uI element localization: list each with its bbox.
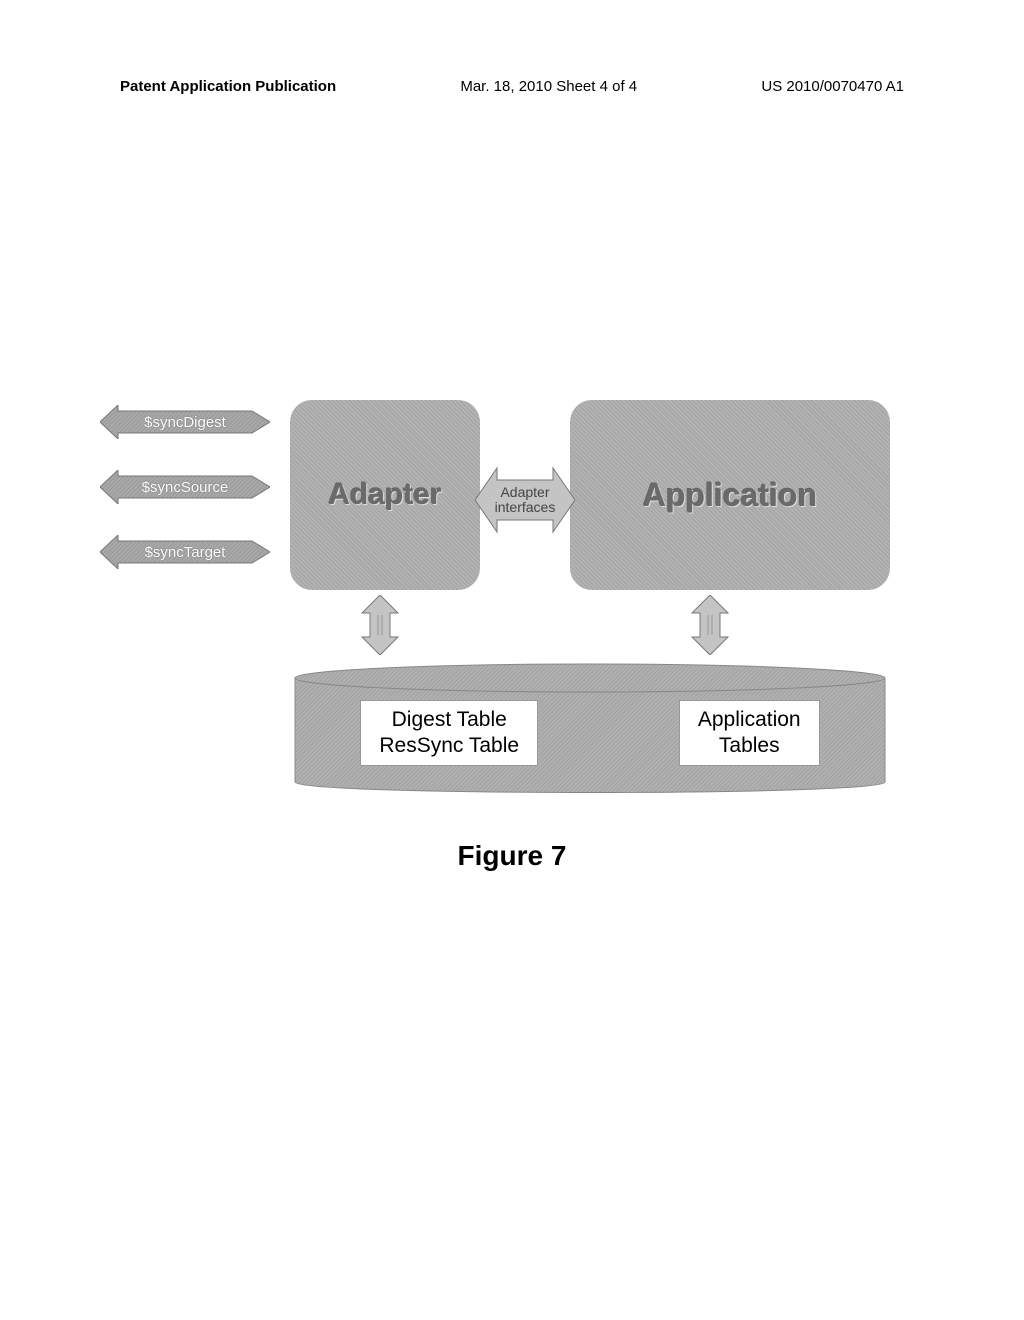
application-box: Application (570, 400, 890, 590)
db-table-application: ApplicationTables (679, 700, 820, 767)
adapter-interfaces-arrow: Adapterinterfaces (475, 460, 575, 540)
application-label: Application (643, 477, 817, 514)
proto-label-source: $syncSource (100, 470, 270, 504)
application-db-arrow (680, 595, 740, 655)
adapter-label: Adapter (328, 478, 441, 512)
proto-label-digest: $syncDigest (100, 405, 270, 439)
proto-arrow-digest: $syncDigest (100, 405, 270, 439)
database-cylinder: Digest TableResSync Table ApplicationTab… (290, 660, 890, 800)
adapter-box: Adapter (290, 400, 480, 590)
adapter-interfaces-label: Adapterinterfaces (475, 460, 575, 540)
proto-arrow-source: $syncSource (100, 470, 270, 504)
adapter-db-arrow (350, 595, 410, 655)
architecture-diagram: $syncDigest $syncSource $syncTarget Adap… (100, 390, 920, 810)
db-tables-row: Digest TableResSync Table ApplicationTab… (290, 688, 890, 778)
page-header: Patent Application Publication Mar. 18, … (0, 78, 1024, 95)
proto-arrow-target: $syncTarget (100, 535, 270, 569)
header-left: Patent Application Publication (120, 78, 336, 95)
header-right: US 2010/0070470 A1 (761, 78, 904, 95)
figure-caption: Figure 7 (0, 840, 1024, 872)
header-center: Mar. 18, 2010 Sheet 4 of 4 (460, 78, 637, 95)
db-table-sync: Digest TableResSync Table (360, 700, 538, 767)
proto-label-target: $syncTarget (100, 535, 270, 569)
